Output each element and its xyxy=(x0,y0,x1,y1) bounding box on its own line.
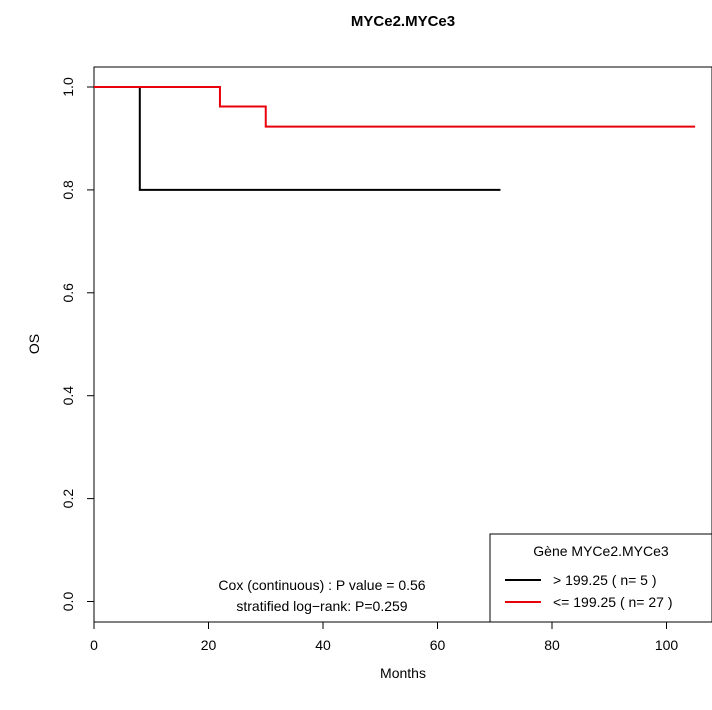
y-axis: 0.0 0.2 0.4 0.6 0.8 1.0 xyxy=(60,77,94,611)
x-tick-label: 80 xyxy=(544,637,560,653)
legend-label: > 199.25 ( n= 5 ) xyxy=(553,572,657,588)
y-tick-label: 1.0 xyxy=(60,77,76,97)
y-tick-label: 0.0 xyxy=(60,592,76,612)
x-axis-label: Months xyxy=(380,665,426,681)
x-tick-label: 20 xyxy=(201,637,217,653)
legend-box xyxy=(489,533,712,623)
survival-curve-1 xyxy=(94,86,696,128)
x-tick-label: 40 xyxy=(315,637,331,653)
survival-curves xyxy=(94,86,696,191)
y-tick-label: 0.4 xyxy=(60,386,76,406)
x-axis: 0 20 40 60 80 100 xyxy=(90,622,678,653)
cox-annotation: Cox (continuous) : P value = 0.56 xyxy=(218,577,425,593)
x-tick-label: 0 xyxy=(90,637,98,653)
legend-items: > 199.25 ( n= 5 ) <= 199.25 ( n= 27 ) xyxy=(505,572,672,610)
y-tick-label: 0.8 xyxy=(60,180,76,200)
y-tick-label: 0.6 xyxy=(60,283,76,303)
legend-label: <= 199.25 ( n= 27 ) xyxy=(553,594,672,610)
chart-title: MYCe2.MYCe3 xyxy=(351,13,455,30)
y-tick-label: 0.2 xyxy=(60,489,76,509)
legend-title: Gène MYCe2.MYCe3 xyxy=(533,543,669,559)
y-axis-label: OS xyxy=(26,334,42,354)
x-tick-label: 100 xyxy=(655,637,679,653)
x-tick-label: 60 xyxy=(430,637,446,653)
logrank-annotation: stratified log−rank: P=0.259 xyxy=(236,598,407,614)
survival-curve-0 xyxy=(94,86,501,191)
legend: Gène MYCe2.MYCe3 > 199.25 ( n= 5 ) <= 199… xyxy=(489,533,712,623)
plot-frame xyxy=(93,66,712,623)
